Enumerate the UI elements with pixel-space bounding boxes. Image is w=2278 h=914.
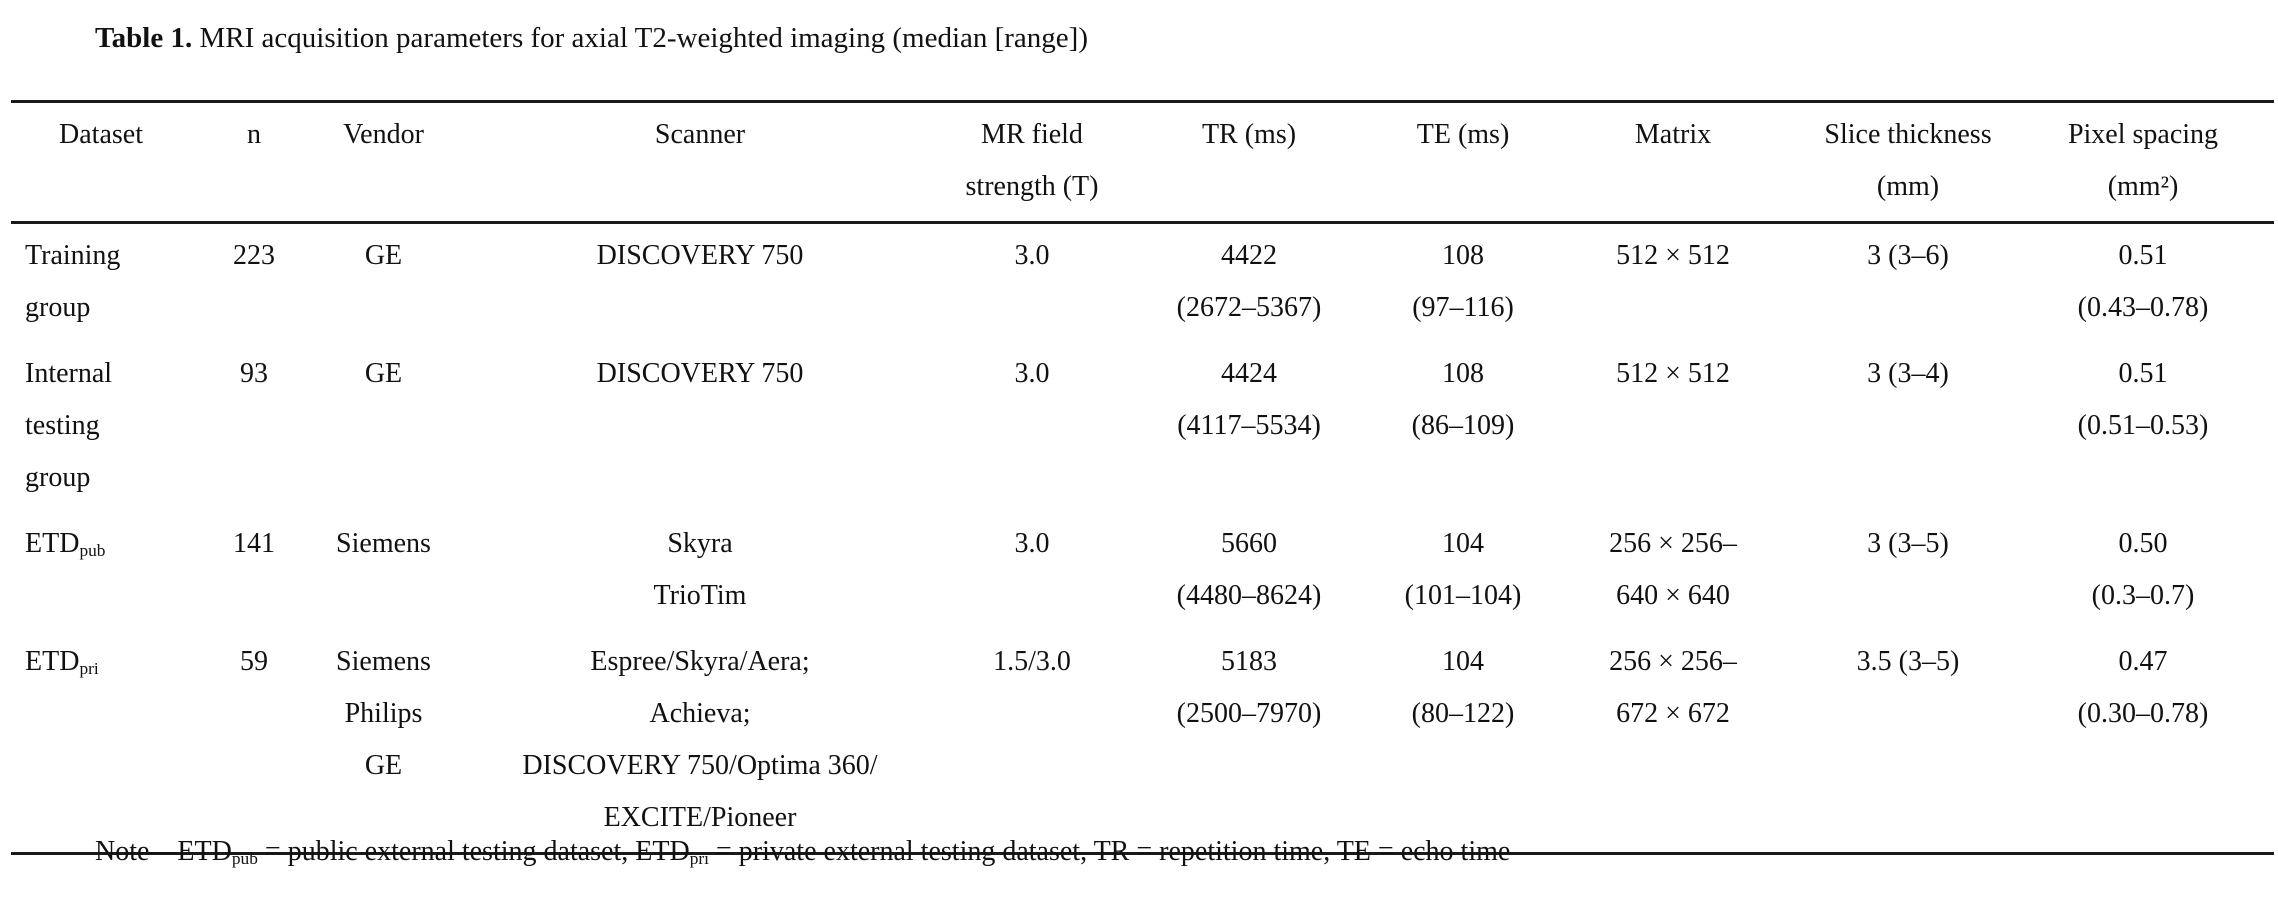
table-header: Dataset n Vendor Scanner MR field streng… bbox=[11, 101, 2274, 224]
cell-dataset: Training group bbox=[25, 240, 121, 323]
footnote-text-2: = public external testing dataset, ETD bbox=[257, 836, 690, 867]
footnote-subscript-pri: pri bbox=[689, 848, 709, 868]
dataset-subscript: pub bbox=[79, 540, 106, 560]
table-row-etd-pri: ETDpri 59 Siemens Philips GE Espree/Skyr… bbox=[11, 630, 2274, 854]
cell-te: 104 (80–122) bbox=[1411, 646, 1515, 729]
cell-field-strength: 3.0 bbox=[1014, 528, 1050, 559]
column-header-slice-thickness: Slice thickness (mm) bbox=[1804, 101, 2012, 224]
cell-te: 108 (97–116) bbox=[1412, 240, 1514, 323]
cell-tr: 5660 (4480–8624) bbox=[1176, 528, 1322, 611]
column-header-matrix: Matrix bbox=[1542, 101, 1804, 224]
cell-slice-thickness: 3 (3–4) bbox=[1867, 358, 1949, 389]
cell-tr: 4424 (4117–5534) bbox=[1177, 358, 1321, 441]
cell-pixel-spacing: 0.47 (0.30–0.78) bbox=[2077, 646, 2209, 729]
cell-n: 93 bbox=[240, 358, 268, 389]
cell-scanner: DISCOVERY 750 bbox=[596, 358, 804, 389]
column-header-scanner: Scanner bbox=[450, 101, 950, 224]
cell-n: 59 bbox=[240, 646, 268, 677]
cell-vendor: GE bbox=[364, 240, 403, 271]
cell-vendor: GE bbox=[364, 358, 403, 389]
cell-scanner: Skyra TrioTim bbox=[653, 528, 747, 611]
cell-slice-thickness: 3 (3–6) bbox=[1867, 240, 1949, 271]
mri-parameters-table: Dataset n Vendor Scanner MR field streng… bbox=[11, 100, 2274, 855]
cell-matrix: 512 × 512 bbox=[1616, 240, 1730, 271]
cell-slice-thickness: 3 (3–5) bbox=[1867, 528, 1949, 559]
cell-field-strength: 3.0 bbox=[1014, 358, 1050, 389]
cell-tr: 4422 (2672–5367) bbox=[1176, 240, 1322, 323]
cell-matrix: 256 × 256– 672 × 672 bbox=[1609, 646, 1737, 729]
cell-vendor: Siemens bbox=[336, 528, 431, 559]
cell-field-strength: 3.0 bbox=[1014, 240, 1050, 271]
cell-pixel-spacing: 0.50 (0.3–0.7) bbox=[2091, 528, 2195, 611]
cell-matrix: 512 × 512 bbox=[1616, 358, 1730, 389]
table-row-etd-pub: ETDpub 141 Siemens Skyra TrioTim 3.0 566… bbox=[11, 512, 2274, 630]
table-row-internal-testing-group: Internal testing group 93 GE DISCOVERY 7… bbox=[11, 342, 2274, 512]
cell-scanner: Espree/Skyra/Aera; Achieva; DISCOVERY 75… bbox=[522, 646, 878, 833]
column-header-tr: TR (ms) bbox=[1114, 101, 1384, 224]
cell-dataset: Internal testing group bbox=[25, 358, 113, 493]
cell-tr: 5183 (2500–7970) bbox=[1176, 646, 1322, 729]
cell-scanner: DISCOVERY 750 bbox=[596, 240, 804, 271]
cell-dataset: ETDpub bbox=[25, 528, 106, 560]
cell-vendor: Siemens Philips GE bbox=[336, 646, 431, 781]
cell-pixel-spacing: 0.51 (0.43–0.78) bbox=[2077, 240, 2209, 323]
cell-dataset: ETDpri bbox=[25, 646, 99, 678]
footnote-text-3: = private external testing dataset, TR =… bbox=[708, 836, 1511, 867]
footnote-text-1: Note—ETD bbox=[95, 836, 232, 867]
column-header-pixel-spacing: Pixel spacing (mm²) bbox=[2012, 101, 2274, 224]
table-title: Table 1. MRI acquisition parameters for … bbox=[95, 22, 1088, 55]
column-header-dataset: Dataset bbox=[11, 101, 191, 224]
dataset-subscript: pri bbox=[79, 658, 99, 678]
table-title-text: MRI acquisition parameters for axial T2-… bbox=[192, 22, 1089, 54]
column-header-vendor: Vendor bbox=[317, 101, 450, 224]
cell-slice-thickness: 3.5 (3–5) bbox=[1856, 646, 1960, 677]
header-row: Dataset n Vendor Scanner MR field streng… bbox=[11, 101, 2274, 224]
cell-te: 108 (86–109) bbox=[1411, 358, 1515, 441]
table-row-training-group: Training group 223 GE DISCOVERY 750 3.0 … bbox=[11, 223, 2274, 343]
cell-pixel-spacing: 0.51 (0.51–0.53) bbox=[2077, 358, 2209, 441]
table-number-label: Table 1. bbox=[95, 22, 193, 54]
table-body: Training group 223 GE DISCOVERY 750 3.0 … bbox=[11, 223, 2274, 854]
cell-n: 223 bbox=[233, 240, 275, 271]
column-header-n: n bbox=[191, 101, 317, 224]
cell-matrix: 256 × 256– 640 × 640 bbox=[1609, 528, 1737, 611]
cell-te: 104 (101–104) bbox=[1404, 528, 1522, 611]
column-header-te: TE (ms) bbox=[1384, 101, 1542, 224]
cell-field-strength: 1.5/3.0 bbox=[993, 646, 1071, 677]
footnote-subscript-pub: pub bbox=[231, 848, 258, 868]
cell-n: 141 bbox=[233, 528, 275, 559]
column-header-field-strength: MR field strength (T) bbox=[950, 101, 1114, 224]
table-footnote: Note—ETDpub = public external testing da… bbox=[95, 836, 1510, 868]
